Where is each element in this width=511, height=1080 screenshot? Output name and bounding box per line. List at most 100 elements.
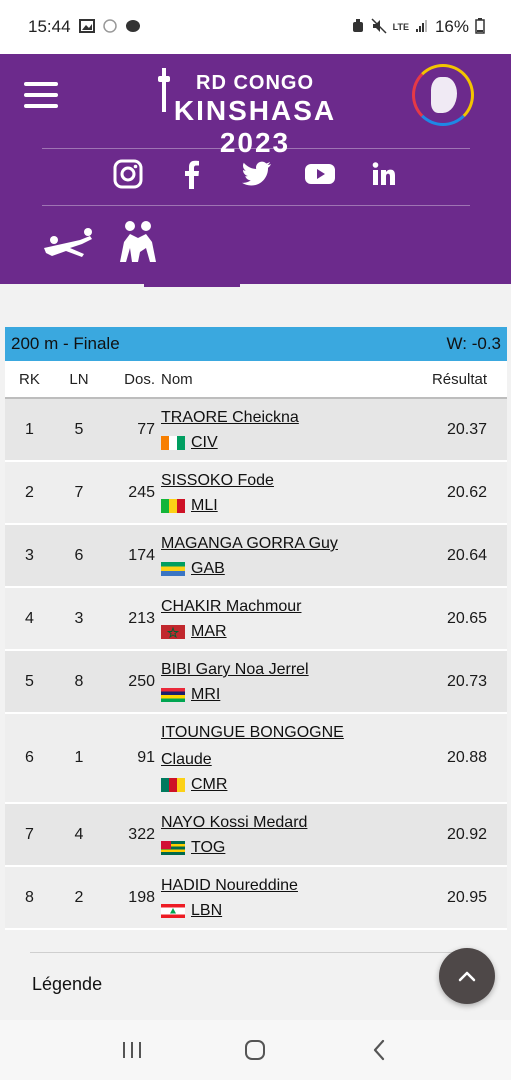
bib: 213 xyxy=(128,609,155,627)
lane: 3 xyxy=(74,609,84,627)
lane: 4 xyxy=(74,825,84,843)
rank: 2 xyxy=(25,483,34,501)
menu-icon[interactable] xyxy=(24,82,58,108)
status-time: 15:44 xyxy=(28,17,71,36)
home-button[interactable] xyxy=(235,1030,275,1070)
country-link[interactable]: GAB xyxy=(191,560,225,577)
result: 20.37 xyxy=(446,420,487,438)
athlete-link[interactable]: TRAORE Cheickna xyxy=(161,409,299,426)
status-bar: 15:44 LTE 16% xyxy=(0,0,511,54)
system-nav-bar xyxy=(0,1020,511,1080)
col-dos: Dos. xyxy=(124,370,155,388)
rank: 4 xyxy=(25,609,34,627)
brand-line2: KINSHASA 2023 xyxy=(173,95,337,158)
brand-logo[interactable]: RD CONGO KINSHASA 2023 xyxy=(140,68,370,158)
scroll-top-button[interactable] xyxy=(439,948,495,1004)
event-header: 200 m - Finale W: -0.3 xyxy=(5,327,507,361)
social-links xyxy=(0,156,511,196)
athlete-link[interactable]: MAGANGA GORRA Guy xyxy=(161,535,338,552)
result: 20.64 xyxy=(446,546,487,564)
table-row: 7 4 322 NAYO Kossi Medard TOG 20.92 xyxy=(5,804,507,867)
gallery-icon xyxy=(78,18,95,36)
results-table: 200 m - Finale W: -0.3 RK LN Dos. Nom Ré… xyxy=(5,327,507,930)
athlete-link[interactable]: SISSOKO Fode xyxy=(161,472,274,489)
legend-toggle[interactable]: Légende xyxy=(32,974,103,994)
col-rk: RK xyxy=(19,370,40,388)
linkedin-icon[interactable] xyxy=(366,156,402,192)
youtube-icon[interactable] xyxy=(302,156,338,192)
lte-icon: LTE xyxy=(392,22,409,32)
wrestling-icon[interactable] xyxy=(110,218,166,268)
instagram-icon[interactable] xyxy=(110,156,146,192)
chevron-up-icon xyxy=(458,971,476,982)
twitter-icon[interactable] xyxy=(238,156,274,192)
lane: 6 xyxy=(74,546,84,564)
volleyball-icon[interactable] xyxy=(40,218,96,268)
bib: 198 xyxy=(128,888,155,906)
flag-civ-icon xyxy=(161,436,185,450)
active-tab-indicator xyxy=(144,284,240,287)
rank: 7 xyxy=(25,825,34,843)
rank: 6 xyxy=(25,749,34,766)
bib: 174 xyxy=(128,546,155,564)
flag-cmr-icon xyxy=(161,778,185,792)
country-link[interactable]: CIV xyxy=(191,434,218,451)
flag-mar-icon xyxy=(161,625,185,639)
flag-lbn-icon xyxy=(161,904,185,918)
rank: 8 xyxy=(25,888,34,906)
africa-emblem-icon xyxy=(412,64,474,126)
table-row: 5 8 250 BIBI Gary Noa Jerrel MRI 20.73 xyxy=(5,651,507,714)
flag-mli-icon xyxy=(161,499,185,513)
athlete-link[interactable]: CHAKIR Machmour xyxy=(161,598,302,615)
flag-tog-icon xyxy=(161,841,185,855)
notification-icon xyxy=(102,18,117,36)
alarm-icon xyxy=(351,18,365,37)
sport-icons xyxy=(40,218,166,268)
athlete-link[interactable]: NAYO Kossi Medard xyxy=(161,814,308,831)
country-link[interactable]: MAR xyxy=(191,623,227,640)
result: 20.73 xyxy=(446,672,487,690)
country-link[interactable]: TOG xyxy=(191,839,226,856)
athlete-link[interactable]: HADID Noureddine xyxy=(161,877,298,894)
result: 20.92 xyxy=(446,825,487,843)
country-link[interactable]: CMR xyxy=(191,776,228,793)
table-row: 3 6 174 MAGANGA GORRA Guy GAB 20.64 xyxy=(5,525,507,588)
table-row: 1 5 77 TRAORE Cheickna CIV 20.37 xyxy=(5,399,507,462)
tower-icon xyxy=(158,68,170,112)
event-title: 200 m - Finale xyxy=(11,334,120,353)
athlete-link[interactable]: ITOUNGUE BONGOGNE Claude xyxy=(161,724,344,768)
country-link[interactable]: MLI xyxy=(191,497,218,514)
col-name: Nom xyxy=(161,370,193,388)
divider xyxy=(42,148,470,149)
lane: 2 xyxy=(74,888,84,906)
brand-line1: RD CONGO xyxy=(196,72,314,94)
bib: 91 xyxy=(137,749,155,766)
message-icon xyxy=(125,19,141,36)
table-row: 4 3 213 CHAKIR Machmour MAR 20.65 xyxy=(5,588,507,651)
bib: 245 xyxy=(128,483,155,501)
lane: 7 xyxy=(74,483,84,501)
result: 20.65 xyxy=(446,609,487,627)
rank: 3 xyxy=(25,546,34,564)
facebook-icon[interactable] xyxy=(174,156,210,192)
bib: 250 xyxy=(128,672,155,690)
rank: 5 xyxy=(25,672,34,690)
column-headers: RK LN Dos. Nom Résultat xyxy=(5,361,507,399)
flag-gab-icon xyxy=(161,562,185,576)
divider xyxy=(42,205,470,206)
result: 20.95 xyxy=(446,888,487,906)
col-result: Résultat xyxy=(431,370,487,388)
mute-icon xyxy=(371,17,387,37)
lane: 1 xyxy=(74,749,84,766)
lane: 8 xyxy=(74,672,84,690)
athlete-link[interactable]: BIBI Gary Noa Jerrel xyxy=(161,661,309,678)
battery-icon xyxy=(475,17,485,37)
country-link[interactable]: MRI xyxy=(191,686,221,703)
flag-mri-icon xyxy=(161,688,185,702)
country-link[interactable]: LBN xyxy=(191,902,223,919)
table-row: 2 7 245 SISSOKO Fode MLI 20.62 xyxy=(5,462,507,525)
back-button[interactable] xyxy=(359,1030,399,1070)
rank: 1 xyxy=(25,420,34,438)
divider xyxy=(30,952,480,953)
recent-apps-button[interactable] xyxy=(112,1030,152,1070)
